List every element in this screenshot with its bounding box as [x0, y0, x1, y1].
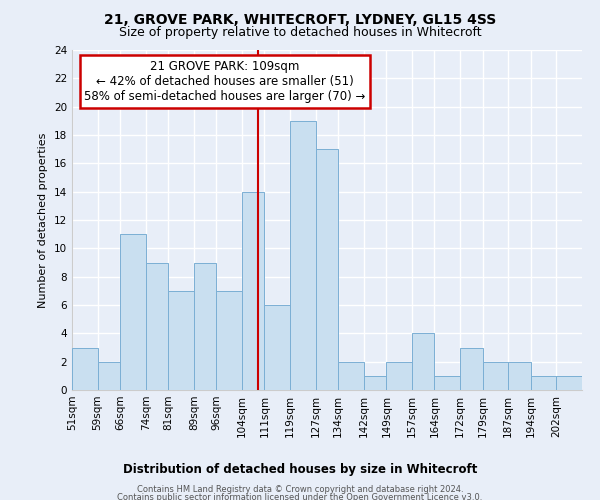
- Bar: [460, 348, 482, 390]
- Bar: [120, 234, 146, 390]
- Bar: [217, 291, 242, 390]
- Bar: [265, 305, 290, 390]
- Text: Contains HM Land Registry data © Crown copyright and database right 2024.: Contains HM Land Registry data © Crown c…: [137, 485, 463, 494]
- Bar: [556, 376, 582, 390]
- Text: Contains public sector information licensed under the Open Government Licence v3: Contains public sector information licen…: [118, 494, 482, 500]
- Text: 21, GROVE PARK, WHITECROFT, LYDNEY, GL15 4SS: 21, GROVE PARK, WHITECROFT, LYDNEY, GL15…: [104, 12, 496, 26]
- Bar: [364, 376, 386, 390]
- Bar: [530, 376, 556, 390]
- Bar: [508, 362, 530, 390]
- Bar: [338, 362, 364, 390]
- Bar: [72, 348, 98, 390]
- Bar: [434, 376, 460, 390]
- Bar: [482, 362, 508, 390]
- Bar: [412, 334, 434, 390]
- Text: Distribution of detached houses by size in Whitecroft: Distribution of detached houses by size …: [123, 462, 477, 475]
- Y-axis label: Number of detached properties: Number of detached properties: [38, 132, 49, 308]
- Bar: [386, 362, 412, 390]
- Bar: [290, 121, 316, 390]
- Bar: [146, 262, 168, 390]
- Bar: [194, 262, 217, 390]
- Bar: [316, 149, 338, 390]
- Bar: [98, 362, 120, 390]
- Text: Size of property relative to detached houses in Whitecroft: Size of property relative to detached ho…: [119, 26, 481, 39]
- Bar: [242, 192, 265, 390]
- Text: 21 GROVE PARK: 109sqm
← 42% of detached houses are smaller (51)
58% of semi-deta: 21 GROVE PARK: 109sqm ← 42% of detached …: [85, 60, 365, 103]
- Bar: [168, 291, 194, 390]
